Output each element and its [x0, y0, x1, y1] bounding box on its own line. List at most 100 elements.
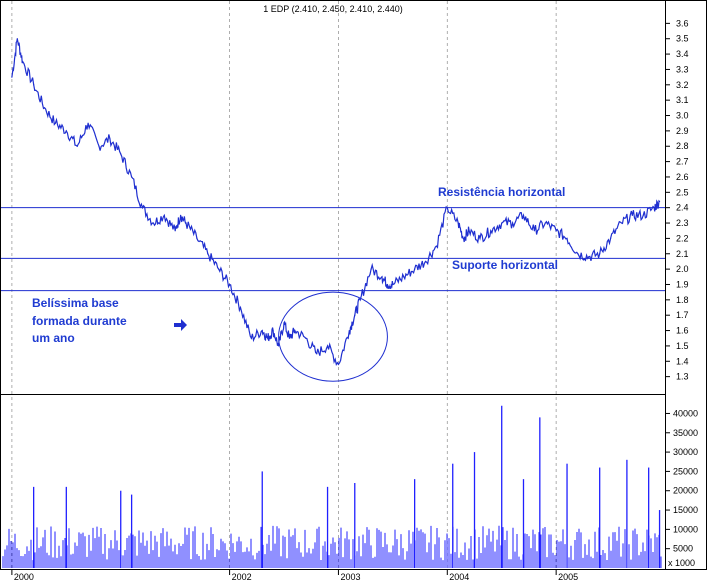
volume-tick-label: 10000: [673, 524, 698, 534]
price-axis: 1.3 1.4 1.5 1.6 1.7 1.8 1.9 2.0 2.1 2.2 2.3 2.4 2.5 2…: [665, 18, 689, 382]
y-tick-label: 1.9: [676, 279, 689, 289]
price-point: [174, 230, 176, 232]
price-point: [87, 122, 89, 124]
price-point: [185, 222, 187, 224]
volume-series: [2, 405, 662, 568]
x-tick-label: 2002: [232, 572, 252, 582]
price-point: [54, 122, 57, 124]
x-tick-label: 2003: [340, 572, 360, 582]
base-label-line1: Belíssima base: [32, 296, 119, 310]
price-point: [11, 76, 13, 78]
y-tick-label: 2.2: [676, 233, 689, 243]
price-point: [424, 260, 427, 263]
volume-tick-label: 35000: [673, 428, 698, 438]
chart-header: 1 EDP (2.410, 2.450, 2.410, 2.440): [263, 4, 402, 14]
price-point: [653, 207, 655, 209]
price-point: [348, 329, 350, 332]
price-point: [294, 329, 296, 332]
x-tick-label: 2004: [449, 572, 469, 582]
price-point: [65, 130, 67, 132]
price-point: [381, 276, 383, 278]
price-point: [479, 237, 481, 239]
price-point: [414, 268, 416, 270]
y-tick-label: 1.8: [676, 295, 689, 305]
price-point: [599, 253, 601, 255]
y-tick-label: 3.6: [676, 18, 689, 28]
arrow-icon: [174, 319, 187, 331]
price-point: [392, 283, 394, 286]
price-point: [354, 314, 356, 316]
price-point: [326, 345, 329, 347]
price-point: [658, 200, 661, 203]
price-point: [566, 237, 568, 239]
price-point: [76, 145, 78, 147]
volume-multiplier-label: x 1000: [668, 558, 695, 568]
price-point: [588, 256, 590, 258]
price-series: [11, 38, 661, 366]
price-point: [163, 214, 165, 216]
price-point: [631, 214, 633, 216]
y-tick-label: 2.7: [676, 157, 689, 167]
price-point: [446, 207, 448, 209]
y-tick-label: 2.6: [676, 172, 689, 182]
price-point: [620, 222, 623, 224]
price-point: [305, 337, 307, 339]
price-point: [288, 337, 291, 339]
price-point: [16, 38, 18, 40]
price-point: [577, 253, 579, 255]
price-point: [642, 214, 644, 216]
price-point: [370, 268, 372, 270]
volume-tick-label: 15000: [673, 505, 698, 515]
price-point: [277, 345, 280, 347]
y-tick-label: 2.3: [676, 218, 689, 228]
price-panel-frame: [0, 0, 666, 395]
resistance-label: Resistência horizontal: [438, 185, 565, 199]
price-point: [316, 353, 318, 355]
price-point: [33, 84, 35, 86]
base-ellipse: [278, 291, 388, 382]
price-point: [337, 363, 340, 365]
price-point: [522, 214, 525, 216]
price-point: [435, 245, 438, 247]
price-point: [283, 322, 285, 324]
x-tick-label: 2005: [558, 572, 578, 582]
support-resistance-lines: [1, 207, 665, 292]
price-point: [512, 222, 514, 224]
base-label-line3: um ano: [32, 331, 75, 345]
price-point: [501, 222, 503, 224]
price-point: [267, 337, 269, 339]
volume-tick-label: 5000: [673, 544, 693, 554]
volume-tick-label: 25000: [673, 466, 698, 476]
y-tick-label: 1.6: [676, 326, 689, 336]
y-tick-label: 1.3: [676, 372, 689, 382]
volume-tick-label: 30000: [673, 447, 698, 457]
price-point: [403, 276, 405, 278]
price-point: [490, 230, 492, 232]
y-tick-label: 2.1: [676, 249, 689, 259]
price-point: [43, 107, 46, 109]
price-point: [555, 230, 557, 232]
price-point: [120, 153, 122, 155]
price-point: [533, 230, 535, 232]
y-tick-label: 3.0: [676, 111, 689, 121]
price-point: [261, 329, 263, 332]
y-tick-label: 3.5: [676, 34, 689, 44]
price-point: [468, 230, 470, 232]
y-tick-label: 2.8: [676, 141, 689, 151]
base-label-line2: formada durante: [32, 314, 127, 328]
price-point: [359, 299, 361, 301]
volume-tick-label: 20000: [673, 486, 698, 496]
price-point: [218, 268, 220, 270]
price-point: [152, 222, 154, 224]
y-tick-label: 3.4: [676, 49, 689, 59]
y-tick-label: 2.9: [676, 126, 689, 136]
y-tick-label: 1.4: [676, 356, 689, 366]
x-tick-label: 2000: [14, 572, 34, 582]
price-point: [228, 283, 231, 286]
volume-tick-label: 40000: [673, 408, 698, 418]
y-tick-label: 3.3: [676, 64, 689, 74]
price-point: [544, 222, 546, 224]
y-tick-label: 3.1: [676, 95, 689, 105]
price-point: [609, 237, 612, 239]
